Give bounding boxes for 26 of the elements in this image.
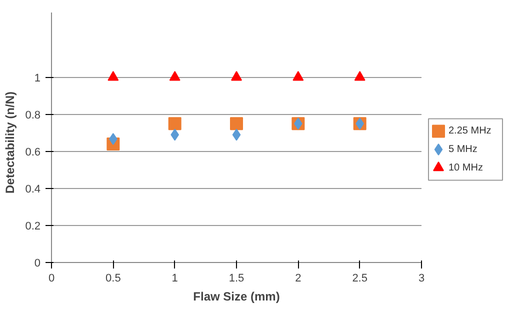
x-tick-label: 0 bbox=[48, 272, 55, 284]
x-tick-label: 2.5 bbox=[352, 272, 368, 284]
y-tick-label: 0.2 bbox=[25, 220, 41, 232]
y-tick-label: 0.4 bbox=[25, 183, 41, 196]
x-axis-title: Flaw Size (mm) bbox=[193, 290, 280, 304]
point bbox=[292, 71, 304, 81]
x-tick-label: 1.5 bbox=[228, 272, 244, 284]
point bbox=[231, 71, 242, 81]
x-tick-label: 3 bbox=[418, 272, 425, 284]
legend-label: 10 MHz bbox=[448, 162, 483, 174]
y-tick-label: 1 bbox=[34, 72, 41, 84]
x-tick-label: 0.5 bbox=[106, 272, 121, 284]
point bbox=[169, 71, 180, 81]
legend-label: 5 MHz bbox=[448, 144, 478, 155]
x-tick-label: 1 bbox=[172, 272, 178, 284]
point bbox=[232, 128, 241, 141]
x-tick-label: 2 bbox=[295, 272, 302, 284]
legend-label: 2.25 MHz bbox=[448, 126, 492, 137]
y-tick-label: 0 bbox=[34, 258, 41, 270]
point bbox=[168, 117, 182, 130]
y-tick-label: 0.8 bbox=[25, 109, 41, 122]
point bbox=[108, 71, 119, 81]
y-axis-title: Detectability (n/N) bbox=[3, 91, 18, 194]
point bbox=[354, 71, 366, 81]
point bbox=[230, 117, 243, 130]
y-tick-label: 0.6 bbox=[25, 146, 41, 158]
